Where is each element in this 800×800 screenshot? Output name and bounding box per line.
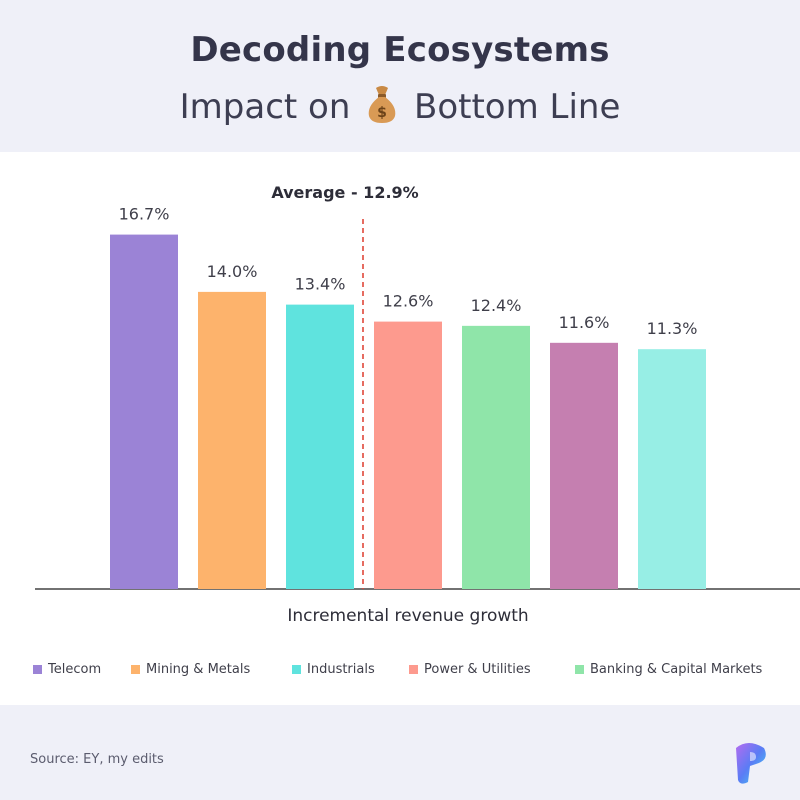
brand-logo-icon [736,743,766,784]
page-title: Decoding Ecosystems [190,30,610,70]
bar-value-label: 12.4% [471,296,522,315]
bar-value-label: 13.4% [295,275,346,294]
legend-swatch [33,665,42,674]
legend-label: Mining & Metals [146,662,251,677]
chart-legend: Telecom Mining & Metals Industrials Power &… [0,662,800,682]
bar [550,342,618,589]
bar-value-label: 11.3% [647,319,698,338]
footer [0,705,800,800]
average-label: Average - 12.9% [271,183,418,202]
x-axis-label: Incremental revenue growth [287,606,528,626]
svg-text:$: $ [377,105,387,121]
bar [198,291,266,589]
bar [110,234,178,589]
subtitle-text-before: Impact on [179,87,351,127]
legend-item: Industrials [292,662,375,677]
bar [374,321,442,589]
legend-label: Telecom [48,662,102,677]
legend-label: Power & Utilities [424,662,531,677]
legend-label: Industrials [307,662,375,677]
page-subtitle: Impact on $ Bottom Line [0,84,800,127]
legend-item: Banking & Capital Markets [575,662,762,677]
subtitle-text-after: Bottom Line [414,87,621,127]
legend-swatch [131,665,140,674]
legend-item: Power & Utilities [409,662,531,677]
bar-chart: 16.7% 14.0% 13.4% 12.6% 12.4% 11.6% 11.3% Avera… [35,183,800,626]
bar-value-label: 16.7% [119,205,170,224]
bar-value-label: 12.6% [383,292,434,311]
legend-item: Telecom [33,662,101,677]
source-note: Source: EY, my edits [30,752,164,767]
bar-value-label: 11.6% [559,313,610,332]
money-bag-icon: $ [368,86,396,123]
bar [638,349,706,589]
bar [462,325,530,589]
legend-label: Banking & Capital Markets [590,662,763,677]
header: Decoding Ecosystems Impact on $ Bottom L… [0,0,800,152]
bar [286,304,354,589]
legend-swatch [575,665,584,674]
legend-swatch [409,665,418,674]
legend-swatch [292,665,301,674]
legend-item: Mining & Metals [131,662,250,677]
bar-value-label: 14.0% [207,262,258,281]
